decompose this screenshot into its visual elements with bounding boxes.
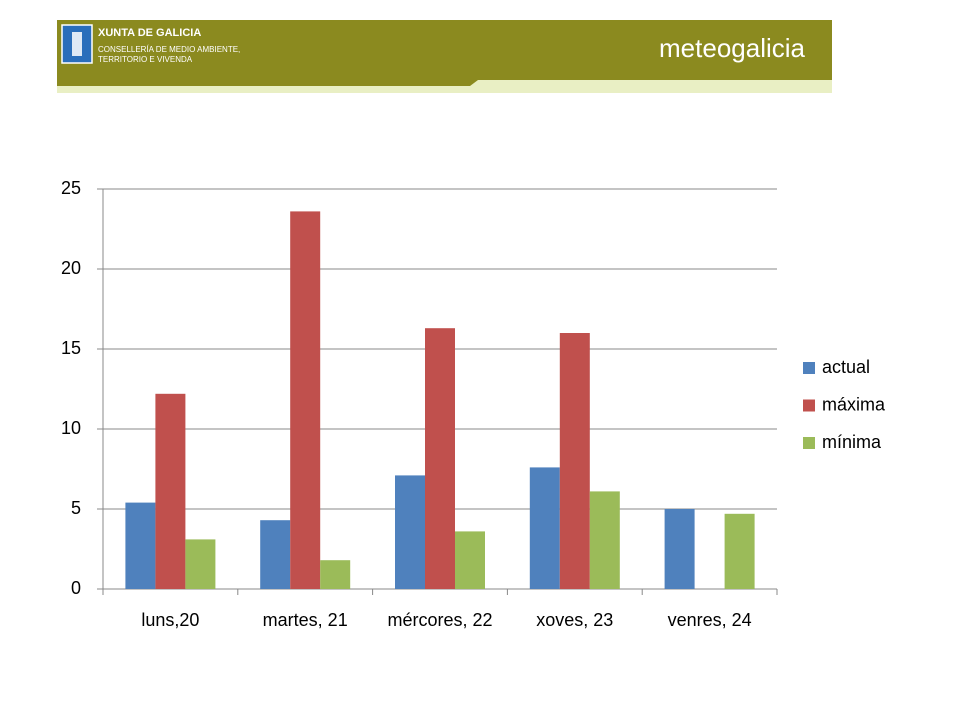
- x-tick-label: luns,20: [141, 610, 199, 630]
- legend-label: mínima: [822, 432, 882, 452]
- y-tick-label: 0: [71, 578, 81, 598]
- bar: [185, 539, 216, 589]
- header-banner: XUNTA DE GALICIA CONSELLERÍA DE MEDIO AM…: [57, 20, 832, 93]
- dept-line: TERRITORIO E VIVENDA: [98, 55, 193, 64]
- bar: [290, 211, 321, 589]
- legend-label: actual: [822, 357, 870, 377]
- x-tick-label: martes, 21: [263, 610, 348, 630]
- bar: [395, 475, 425, 589]
- bar: [559, 333, 590, 589]
- brand: meteogalicia: [659, 33, 806, 63]
- x-tick-label: xoves, 23: [536, 610, 613, 630]
- dept-line: CONSELLERÍA DE MEDIO AMBIENTE,: [98, 45, 240, 54]
- y-tick-label: 10: [61, 418, 81, 438]
- bar: [155, 393, 186, 589]
- banner-bg: [57, 20, 832, 86]
- legend-swatch: [803, 437, 815, 449]
- bar: [664, 509, 695, 589]
- y-tick-label: 25: [61, 178, 81, 198]
- bar: [425, 328, 455, 589]
- bar: [589, 491, 620, 589]
- bar: [260, 520, 291, 589]
- y-tick-label: 15: [61, 338, 81, 358]
- legend-swatch: [803, 362, 815, 374]
- bar: [724, 513, 755, 589]
- bar: [529, 467, 560, 589]
- x-tick-label: mércores, 22: [387, 610, 492, 630]
- bar: [455, 531, 485, 589]
- logo-mark: [72, 32, 82, 56]
- bar: [125, 502, 156, 589]
- y-tick-label: 5: [71, 498, 81, 518]
- banner-strip: [57, 80, 832, 93]
- legend-swatch: [803, 399, 815, 412]
- legend-label: máxima: [822, 394, 886, 414]
- y-tick-label: 20: [61, 258, 81, 278]
- org-name: XUNTA DE GALICIA: [98, 27, 201, 39]
- x-tick-label: venres, 24: [668, 610, 752, 630]
- bar: [320, 560, 351, 589]
